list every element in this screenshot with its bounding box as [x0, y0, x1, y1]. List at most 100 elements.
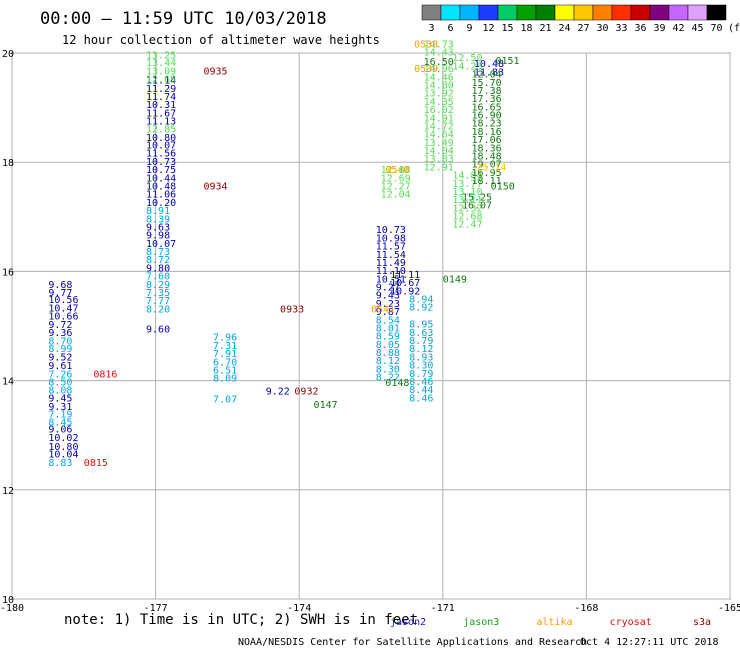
y-tick-label: 20 — [2, 49, 14, 60]
colorbar-swatch — [516, 4, 537, 21]
wave-height-label: 10.20 — [146, 198, 176, 209]
wave-height-label: 11.54 — [376, 250, 406, 261]
colorbar-swatch — [535, 4, 556, 21]
wave-height-label: 19.07 — [472, 160, 502, 171]
wave-height-label: 7.07 — [213, 394, 237, 405]
wave-height-label: 8.09 — [213, 374, 237, 385]
wave-height-label: 10.47 — [48, 303, 78, 314]
wave-height-label: 18.16 — [472, 127, 502, 138]
colorbar-swatch — [459, 4, 480, 21]
wave-height-label: 7.19 — [48, 410, 72, 421]
wave-height-label: 16.90 — [472, 111, 502, 122]
wave-height-label: 14.96 — [424, 64, 454, 75]
wave-height-label: 13.10 — [452, 187, 482, 198]
pass-time-label: 0150 — [491, 182, 515, 193]
wave-height-label: 11.56 — [146, 149, 176, 160]
wave-height-label: 8.79 — [409, 336, 433, 347]
wave-height-label: 7.60 — [146, 272, 170, 283]
wave-height-label: 7.91 — [213, 349, 237, 360]
colorbar-label: 21 — [539, 23, 551, 34]
x-tick-label: -180 — [0, 603, 24, 614]
wave-height-label: 13.49 — [424, 138, 454, 149]
wave-height-label: 11.29 — [146, 84, 176, 95]
pass-time-label: 0151 — [495, 56, 519, 67]
wave-height-label: 8.29 — [146, 280, 170, 291]
wave-height-label: 7.31 — [213, 341, 237, 352]
wave-height-label: 9.63 — [146, 222, 170, 233]
colorbar-swatch — [497, 4, 518, 21]
wave-height-label: 11.10 — [376, 266, 406, 277]
wave-height-label: 10.66 — [48, 311, 78, 322]
colorbar-label: 39 — [653, 23, 665, 34]
wave-height-label: 10.92 — [390, 286, 420, 297]
wave-height-label: 16.07 — [462, 201, 492, 212]
legend-altika: altika — [536, 617, 572, 628]
wave-height-label: 8.05 — [376, 340, 400, 351]
wave-height-label: 9.43 — [376, 291, 400, 302]
colorbar-swatch — [706, 4, 727, 21]
wave-height-label: 8.30 — [376, 364, 400, 375]
wave-height-label: 8.12 — [376, 356, 400, 367]
legend-jason3: jason3 — [463, 617, 499, 628]
wave-height-label: 11.14 — [146, 76, 176, 87]
wave-height-label: 8.91 — [146, 206, 170, 217]
colorbar-label: 70 — [710, 23, 722, 34]
wave-height-label: 14.46 — [424, 72, 454, 83]
colorbar-swatch — [687, 4, 708, 21]
wave-height-label: 10.02 — [48, 433, 78, 444]
wave-height-label: 9.27 — [376, 283, 400, 294]
wave-height-label: 12.04 — [381, 190, 411, 201]
colorbar-label: 6 — [447, 23, 453, 34]
wave-height-label: 10.75 — [146, 165, 176, 176]
wave-height-label: 8.12 — [409, 344, 433, 355]
wave-height-label: 12.69 — [381, 173, 411, 184]
colorbar-swatch — [573, 4, 594, 21]
colorbar-label: 3 — [428, 23, 434, 34]
x-tick-label: -174 — [287, 603, 311, 614]
wave-height-label: 11.67 — [146, 108, 176, 119]
wave-height-label: 8.99 — [48, 344, 72, 355]
wave-height-label: 8.46 — [409, 393, 433, 404]
wave-height-label: 11.83 — [474, 67, 504, 78]
wave-height-label: 14.43 — [424, 48, 454, 59]
wave-height-label: 15.70 — [472, 78, 502, 89]
wave-height-label: 6.70 — [213, 357, 237, 368]
wave-height-label: 11.13 — [146, 117, 176, 128]
wave-height-label: 8.39 — [146, 214, 170, 225]
wave-height-label: 8.73 — [146, 247, 170, 258]
wave-height-label: 7.26 — [48, 369, 72, 380]
wave-height-label: 16.65 — [472, 102, 502, 113]
wave-height-label: 12.04 — [472, 70, 502, 81]
wave-height-label: 13.25 — [146, 50, 176, 61]
wave-height-label: 13.09 — [146, 66, 176, 77]
wave-height-label: 9.36 — [48, 328, 72, 339]
wave-height-label: 16.50 — [424, 57, 454, 68]
wave-height-label: 10.98 — [376, 233, 406, 244]
plot-frame — [11, 52, 731, 600]
x-tick-label: -177 — [144, 603, 168, 614]
chart-subtitle: 12 hour collection of altimeter wave hei… — [62, 33, 380, 47]
footer-note: note: 1) Time is in UTC; 2) SWH is in fe… — [64, 612, 418, 628]
wave-height-label: 9.31 — [48, 402, 72, 413]
x-tick-label: -168 — [574, 603, 598, 614]
wave-height-label: 7.35 — [146, 288, 170, 299]
wave-height-label: 8.01 — [376, 323, 400, 334]
pass-time-label: 0538 — [414, 40, 438, 51]
wave-height-label: 9.22 — [266, 386, 290, 397]
wave-height-label: 10.73 — [146, 157, 176, 168]
wave-height-label: 10.48 — [474, 59, 504, 70]
wave-height-label: 9.61 — [48, 361, 72, 372]
wave-height-label: 8.94 — [409, 295, 433, 306]
wave-height-label: 9.98 — [146, 231, 170, 242]
colorbar-label: 33 — [615, 23, 627, 34]
colorbar-swatch — [592, 4, 613, 21]
wave-height-label: 17.06 — [472, 135, 502, 146]
wave-height-label: 12.27 — [381, 182, 411, 193]
wave-height-label: 14.84 — [452, 171, 482, 182]
colorbar-swatch — [611, 4, 632, 21]
wave-height-label: 10.07 — [146, 141, 176, 152]
wave-height-label: 13.77 — [452, 179, 482, 190]
wave-height-label: 17.38 — [472, 86, 502, 97]
